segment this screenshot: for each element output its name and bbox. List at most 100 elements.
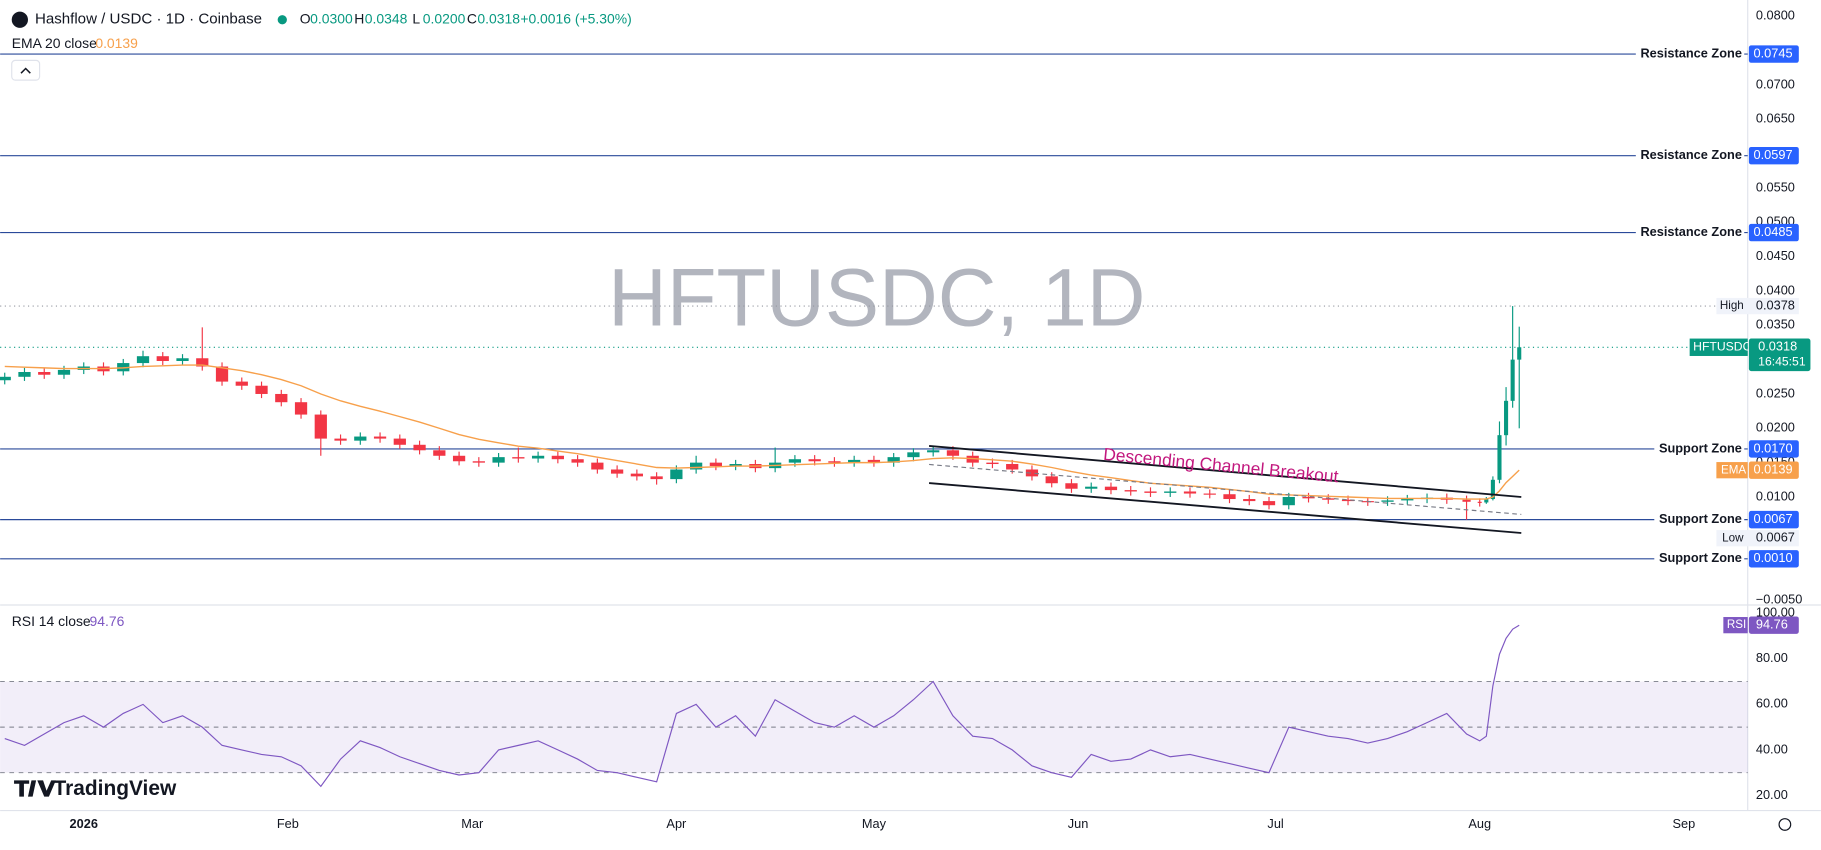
y-tick-label: 0.0800	[1756, 8, 1795, 23]
ohlc-label: O	[300, 10, 311, 26]
candle-body	[255, 385, 268, 394]
x-tick-label: 2026	[70, 816, 98, 831]
level-label-bg	[1635, 147, 1745, 164]
candle-body	[452, 455, 466, 462]
candle-body	[314, 414, 327, 439]
rsi-tick-label: 60.00	[1756, 696, 1788, 711]
channel-mid	[929, 463, 1522, 515]
candle-body	[373, 436, 387, 439]
high-value: 0.0378	[1756, 297, 1795, 312]
level-tag	[1748, 550, 1799, 568]
candle-body	[1243, 499, 1256, 502]
candle-body	[393, 438, 406, 445]
x-tick-label: Jul	[1267, 816, 1283, 831]
candle-body	[1484, 499, 1489, 503]
level-tag-label: 0.0745	[1754, 45, 1793, 60]
level-tag	[1748, 510, 1799, 529]
settings-button[interactable]	[1778, 818, 1792, 831]
candle-body	[1504, 400, 1509, 436]
rsi-tag-value: 94.76	[1756, 617, 1788, 632]
countdown: 16:45:51	[1758, 355, 1806, 369]
candle-body	[828, 461, 841, 463]
level-label-bg	[1654, 440, 1745, 458]
candle-body	[1490, 479, 1495, 500]
candle-body	[927, 450, 940, 453]
x-tick-label: Feb	[277, 816, 299, 831]
x-tick-label: May	[862, 816, 887, 831]
candle-body	[196, 358, 209, 367]
low-value: 0.0067	[1756, 530, 1795, 545]
candle-body	[808, 459, 821, 462]
candle-body	[610, 469, 624, 474]
candle-body	[472, 461, 485, 463]
ema-tag-name: EMA	[1721, 463, 1746, 476]
x-tick-label: Mar	[461, 816, 484, 831]
collapse-icon	[20, 67, 31, 74]
y-tick-label: 0.0100	[1756, 488, 1795, 503]
candle-body	[492, 457, 505, 463]
level-label: Resistance Zone	[1640, 45, 1741, 60]
plot	[0, 45, 1748, 788]
last-price-tag	[1748, 338, 1811, 372]
y-tick-label: 0.0700	[1756, 76, 1795, 91]
x-tick-label: Aug	[1468, 816, 1491, 831]
candle-body	[1381, 500, 1394, 502]
candle-body	[571, 459, 584, 463]
symbol-logo	[11, 11, 28, 28]
ohlc-value: 0.0300	[310, 10, 353, 26]
rsi-tag-name: RSI	[1727, 618, 1746, 631]
candle-body	[1203, 493, 1216, 495]
candle-body	[650, 476, 663, 480]
ema-line	[4, 364, 1520, 500]
candle-body	[0, 376, 11, 381]
ohlc-label: C	[467, 10, 477, 26]
watermark: HFTUSDC, 1D	[608, 253, 1145, 344]
level-tag-label: 0.0170	[1754, 440, 1793, 455]
candle-body	[1341, 499, 1355, 502]
logo: TradingView	[54, 777, 177, 800]
y-tick-label: 0.0350	[1756, 317, 1795, 332]
level-tag	[1748, 440, 1799, 458]
candle-body	[294, 402, 308, 415]
candle-body	[690, 462, 703, 470]
high-label: High	[1720, 299, 1744, 312]
level-tag-label: 0.0010	[1754, 550, 1793, 565]
rsi-tick-label: 80.00	[1756, 650, 1788, 665]
rsi-tag-name-bg	[1723, 617, 1748, 634]
candle-body	[38, 371, 51, 375]
candle-body	[1006, 464, 1019, 470]
candle-body	[334, 438, 347, 441]
level-tag	[1748, 146, 1799, 165]
y-tick-label: −0.0050	[1756, 591, 1802, 606]
level-label: Support Zone	[1659, 440, 1742, 455]
candle-body	[275, 393, 288, 403]
collapse-button[interactable]	[11, 59, 41, 81]
candle-body	[1104, 486, 1118, 491]
candle-body	[946, 450, 960, 456]
candle-body	[986, 462, 999, 465]
ema-tag-value: 0.0139	[1754, 462, 1793, 477]
candle-body	[1517, 347, 1522, 360]
candle-body	[1497, 435, 1502, 480]
candle-body	[156, 356, 169, 362]
level-label: Resistance Zone	[1640, 224, 1741, 239]
candle-body	[1462, 499, 1471, 502]
x-tick-label: Jun	[1068, 816, 1089, 831]
candle-body	[788, 459, 802, 463]
candle-body	[1302, 496, 1315, 499]
x-tick-label: Apr	[666, 816, 687, 831]
level-label-bg	[1654, 550, 1745, 567]
level-tag-label: 0.0485	[1754, 224, 1793, 239]
symbol-title: Hashflow / USDC · 1D · Coinbase	[35, 11, 262, 28]
low-label-bg	[1716, 530, 1799, 547]
candle-body	[413, 444, 426, 451]
status-dot	[277, 15, 287, 25]
candle-body	[1401, 499, 1414, 501]
level-tag-label: 0.0067	[1754, 511, 1793, 526]
candle-body	[848, 459, 861, 463]
candle-body	[18, 371, 31, 377]
channel-lower	[929, 482, 1522, 534]
channel-upper	[928, 444, 1522, 498]
y-tick-label: 0.0450	[1756, 248, 1795, 263]
